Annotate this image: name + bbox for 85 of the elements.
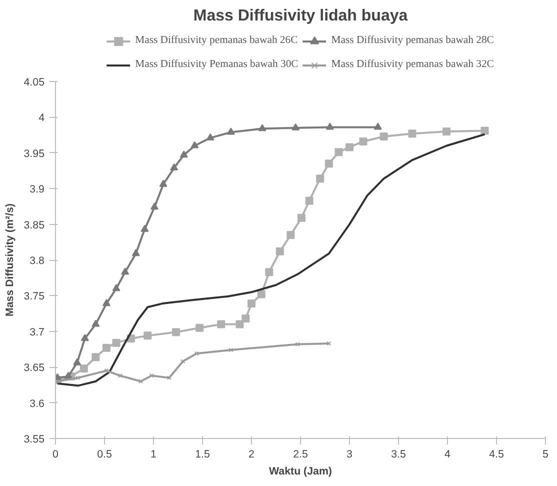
y-tick-label: 3.85: [24, 219, 45, 232]
point: [265, 268, 274, 276]
chart-title: Mass Diffusivity lidah buaya: [193, 8, 408, 24]
point: [80, 334, 89, 342]
legend-label: Mass Diffusivity pemanas bawah 32C: [331, 59, 494, 70]
point: [242, 314, 250, 323]
point: [138, 379, 144, 384]
x-tick-label: 4.5: [489, 448, 504, 460]
point: [140, 224, 149, 232]
point: [180, 359, 186, 364]
x-tick-label: 1: [150, 448, 157, 460]
y-tick-label: 3.95: [24, 148, 45, 160]
point: [206, 133, 214, 140]
legend-label: Mass Diffusivity pemanas bawah 26C: [135, 35, 298, 46]
point: [228, 348, 234, 352]
x-tick-label: 5: [542, 448, 549, 460]
point: [150, 202, 158, 210]
y-tick-label: 3.9: [30, 184, 45, 196]
point: [73, 358, 82, 366]
point: [334, 148, 343, 156]
point: [442, 127, 451, 136]
x-tick-label: 3: [346, 448, 353, 460]
point: [326, 122, 334, 130]
point: [121, 268, 130, 275]
point: [276, 247, 284, 256]
point: [248, 300, 256, 308]
point: [316, 174, 324, 183]
x-tick-label: 3.5: [391, 448, 406, 460]
point: [104, 368, 109, 373]
point: [380, 132, 388, 140]
point: [346, 143, 354, 152]
point: [258, 124, 266, 132]
point: [159, 180, 168, 187]
point: [180, 150, 188, 158]
legend-label: Mass Diffusivity Pemanas bawah 30C: [135, 59, 298, 70]
point: [286, 231, 295, 240]
x-axis-title: Waktu (Jam): [269, 466, 332, 478]
point: [196, 324, 204, 332]
point: [295, 342, 300, 347]
y-tick-label: 3.6: [30, 398, 45, 410]
point: [226, 128, 235, 135]
point: [92, 353, 100, 362]
x-tick-label: 1.5: [195, 448, 210, 460]
point: [80, 364, 88, 373]
point: [305, 196, 314, 205]
x-tick-label: 2: [248, 448, 255, 460]
point: [76, 376, 80, 380]
y-tick-label: 3.8: [30, 255, 45, 267]
point: [149, 373, 154, 378]
x-tick-label: 0: [52, 448, 59, 460]
y-tick-label: 3.75: [24, 290, 45, 303]
y-tick-label: 3.7: [30, 326, 45, 338]
point: [92, 320, 100, 327]
point: [112, 284, 120, 292]
y-tick-label: 4: [38, 112, 45, 124]
x-tick-label: 0.5: [97, 448, 112, 460]
point: [64, 372, 72, 379]
y-axis-title: Mass Diffusivity (m²/s): [4, 203, 16, 317]
point: [408, 130, 416, 138]
point: [194, 351, 199, 356]
y-tick-label: 3.65: [24, 362, 45, 374]
point: [292, 123, 300, 130]
x-tick-label: 4: [444, 448, 451, 460]
point: [112, 338, 120, 347]
point: [324, 160, 333, 168]
y-tick-label: 3.55: [24, 434, 45, 446]
point: [166, 376, 172, 380]
y-tick-label: 4.05: [24, 76, 45, 88]
point: [297, 214, 306, 222]
point: [172, 328, 180, 336]
point: [170, 163, 178, 170]
point: [480, 126, 489, 135]
point: [118, 373, 122, 378]
point: [190, 141, 199, 148]
point: [257, 290, 266, 298]
point: [144, 332, 152, 340]
legend-label: Mass Diffusivity pemanas bawah 28C: [331, 35, 494, 46]
point: [132, 249, 140, 256]
x-tick-label: 2.5: [293, 448, 308, 460]
point: [102, 299, 110, 306]
point: [102, 344, 110, 352]
point: [374, 122, 382, 130]
point: [236, 320, 244, 328]
point: [359, 137, 368, 146]
point: [217, 320, 226, 328]
